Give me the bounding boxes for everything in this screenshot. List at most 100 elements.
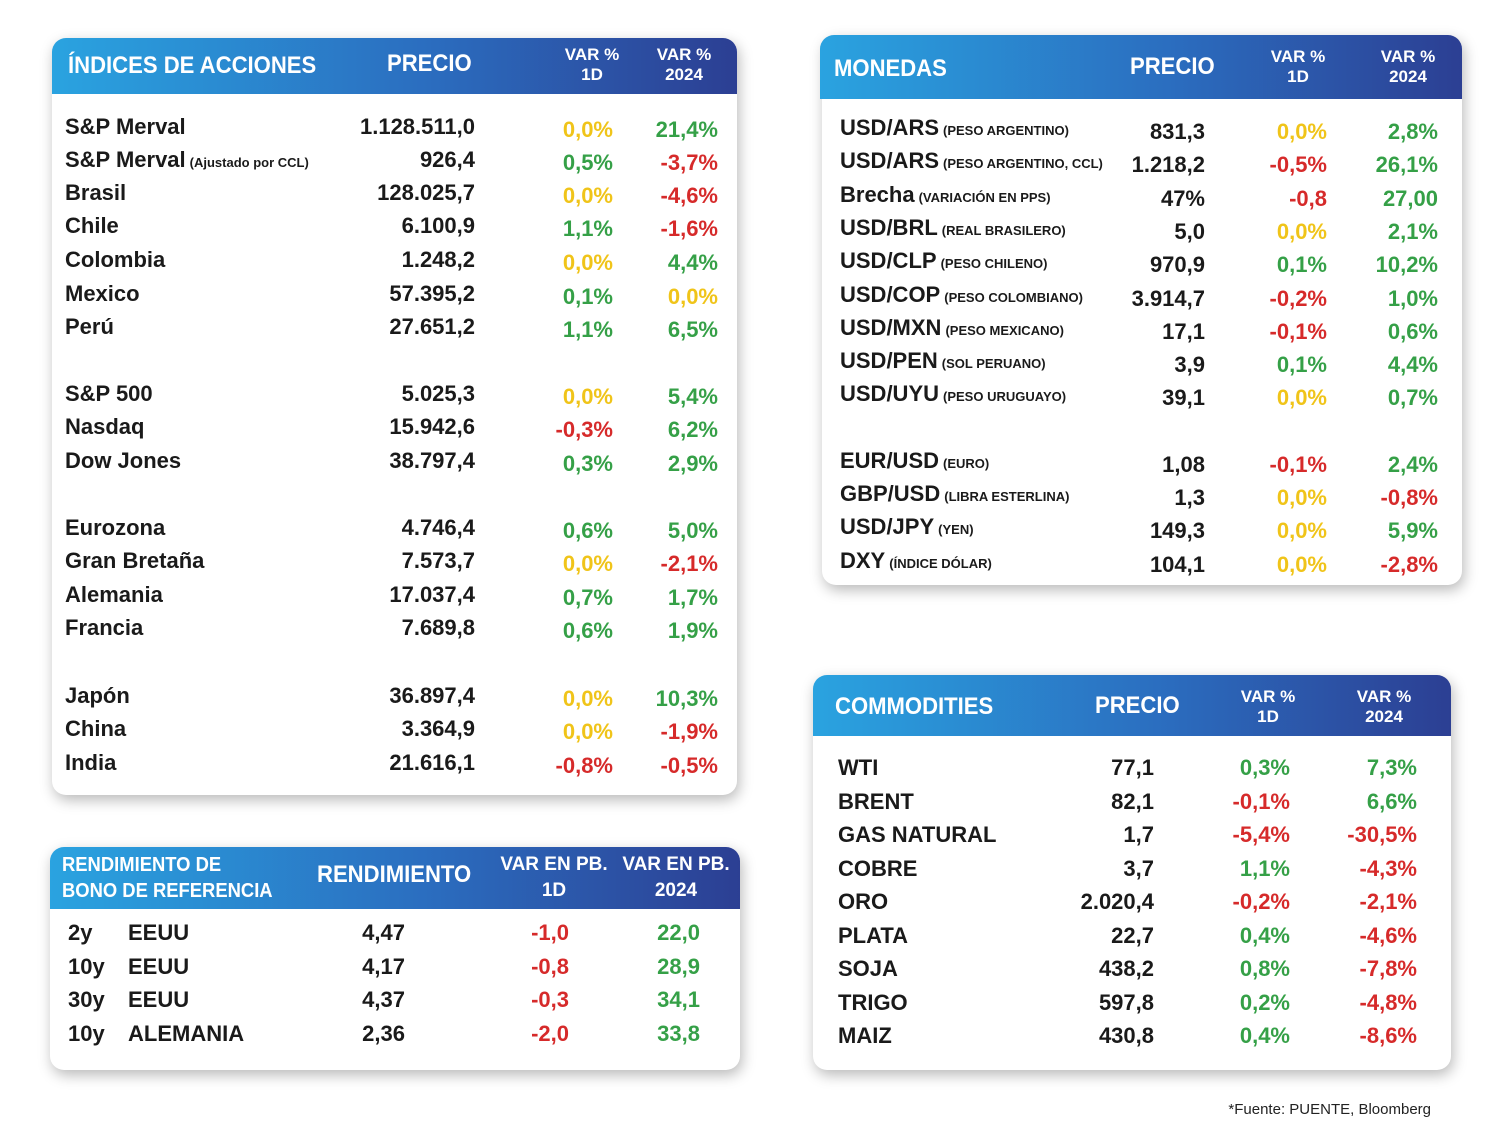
index-name-text: Perú <box>65 314 114 339</box>
moneda-price: 39,1 <box>1162 385 1205 410</box>
index-name: Perú <box>65 314 114 340</box>
index-name-text: Colombia <box>65 247 166 272</box>
commodity-price: 3,7 <box>1123 855 1154 881</box>
index-name: Mexico <box>65 281 140 307</box>
bono-country: EEUU <box>128 954 190 979</box>
monedas-header: MONEDAS PRECIO VAR % 1D VAR % 2024 <box>820 35 1462 99</box>
commodity-price: 77,1 <box>1111 755 1154 780</box>
commodity-var-1d: 0,4% <box>1239 922 1290 948</box>
commodity-var-2024: -2,1% <box>1359 889 1417 914</box>
index-var-1d: 1,1% <box>562 317 613 342</box>
bono-country: EEUU <box>128 987 190 1012</box>
index-var-2024: 0,0% <box>667 284 718 309</box>
moneda-desc: (ÍNDICE DÓLAR) <box>889 556 992 571</box>
indices-row: S&P 500 5.025,3 0,0% 5,4% <box>52 381 737 414</box>
index-name-text: India <box>65 750 117 775</box>
index-var-2024: 4,4% <box>667 250 718 275</box>
index-var-1d: 0,3% <box>562 451 613 476</box>
commodity-row: ORO 2.020,4 -0,2% -2,1% <box>813 889 1451 922</box>
moneda-desc: (PESO CHILENO) <box>940 256 1048 271</box>
index-name: India <box>65 750 116 776</box>
moneda-var-1d: 0,0% <box>1276 119 1327 144</box>
moneda-pair: Brecha <box>840 182 915 207</box>
bonos-header: RENDIMIENTO DE BONO DE REFERENCIA RENDIMI… <box>50 847 740 909</box>
index-var-1d: 0,0% <box>562 551 613 576</box>
moneda-name: USD/COP (PESO COLOMBIANO) <box>840 282 1083 308</box>
moneda-row: USD/ARS (PESO ARGENTINO) 831,3 0,0% 2,8% <box>822 115 1462 148</box>
moneda-pair: USD/UYU <box>840 381 940 406</box>
index-name-text: Chile <box>65 213 119 238</box>
commodity-var-1d: -0,2% <box>1232 889 1290 914</box>
index-price: 36.897,4 <box>389 683 475 708</box>
commodity-row: PLATA 22,7 0,4% -4,6% <box>813 923 1451 956</box>
moneda-pair: DXY <box>840 548 886 573</box>
commodity-name: MAIZ <box>838 1023 892 1048</box>
moneda-name: USD/ARS (PESO ARGENTINO, CCL) <box>840 148 1103 174</box>
index-price: 1.248,2 <box>401 247 475 272</box>
index-var-1d: -0,3% <box>555 417 613 442</box>
moneda-var-1d: 0,0% <box>1276 485 1327 510</box>
moneda-desc: (PESO MEXICANO) <box>945 323 1064 338</box>
moneda-desc: (EURO) <box>943 456 990 471</box>
index-var-2024: 2,9% <box>667 451 718 476</box>
moneda-price: 1.218,2 <box>1131 152 1205 177</box>
moneda-name: DXY (ÍNDICE DÓLAR) <box>840 548 992 574</box>
index-price: 15.942,6 <box>389 414 475 439</box>
moneda-var-1d: 0,1% <box>1276 352 1327 377</box>
index-name-text: Nasdaq <box>65 414 145 439</box>
moneda-name: USD/BRL (REAL BRASILERO) <box>840 215 1066 241</box>
indices-row: Perú 27.651,2 1,1% 6,5% <box>52 314 737 347</box>
bono-var-2024: 28,9 <box>657 954 700 979</box>
bono-term: 10y <box>68 1021 105 1046</box>
moneda-name: Brecha (VARIACIÓN EN PPS) <box>840 182 1051 208</box>
moneda-row: EUR/USD (EURO) 1,08 -0,1% 2,4% <box>822 448 1462 481</box>
index-name: S&P Merval <box>65 114 186 140</box>
commodity-var-1d: 1,1% <box>1239 855 1290 881</box>
index-price: 7.573,7 <box>401 548 475 573</box>
commodity-row: BRENT 82,1 -0,1% 6,6% <box>813 789 1451 822</box>
index-var-2024: 21,4% <box>655 117 718 142</box>
moneda-price: 831,3 <box>1149 119 1205 144</box>
indices-row: Francia 7.689,8 0,6% 1,9% <box>52 615 737 648</box>
indices-row: India 21.616,1 -0,8% -0,5% <box>52 750 737 783</box>
moneda-var-1d: -0,5% <box>1269 152 1327 177</box>
index-price: 21.616,1 <box>389 750 475 775</box>
bono-var-2024: 22,0 <box>657 920 700 945</box>
indices-row: Chile 6.100,9 1,1% -1,6% <box>52 213 737 246</box>
commodities-var1d-header: VAR % 1D <box>1240 687 1296 726</box>
commodities-var2024-header: VAR % 2024 <box>1356 687 1412 726</box>
index-name: Nasdaq <box>65 414 144 440</box>
bonos-title: RENDIMIENTO DE BONO DE REFERENCIA <box>62 854 273 902</box>
index-name: Alemania <box>65 582 163 608</box>
index-var-1d: 0,6% <box>562 518 613 543</box>
commodity-var-2024: -4,8% <box>1359 989 1417 1015</box>
commodities-price-header: PRECIO <box>1095 692 1180 719</box>
index-name: Francia <box>65 615 143 641</box>
moneda-var-2024: 4,4% <box>1387 352 1438 377</box>
bono-row: 2y EEUU 4,47 -1,0 22,0 <box>50 920 740 953</box>
index-name: Gran Bretaña <box>65 548 204 574</box>
bonos-card: RENDIMIENTO DE BONO DE REFERENCIA RENDIMI… <box>50 847 740 1070</box>
moneda-name: USD/JPY (YEN) <box>840 514 974 540</box>
indices-row: Brasil 128.025,7 0,0% -4,6% <box>52 180 737 213</box>
commodity-price: 22,7 <box>1111 922 1154 948</box>
moneda-row: USD/UYU (PESO URUGUAYO) 39,1 0,0% 0,7% <box>822 381 1462 414</box>
indices-row: Mexico 57.395,2 0,1% 0,0% <box>52 281 737 314</box>
bono-row: 30y EEUU 4,37 -0,3 34,1 <box>50 987 740 1020</box>
moneda-price: 970,9 <box>1149 252 1205 277</box>
index-price: 3.364,9 <box>401 716 475 741</box>
index-name-text: Eurozona <box>65 515 166 540</box>
commodity-price: 2.020,4 <box>1080 889 1154 914</box>
moneda-price: 3,9 <box>1174 352 1205 377</box>
moneda-var-2024: 2,4% <box>1387 452 1438 477</box>
index-var-2024: -4,6% <box>660 183 718 208</box>
indices-row: Dow Jones 38.797,4 0,3% 2,9% <box>52 448 737 481</box>
index-var-1d: 0,0% <box>562 384 613 409</box>
bono-term: 2y <box>68 920 93 945</box>
moneda-desc: (YEN) <box>938 522 974 537</box>
index-var-2024: -3,7% <box>660 150 718 175</box>
commodity-name: PLATA <box>838 922 909 948</box>
moneda-price: 149,3 <box>1149 518 1205 543</box>
moneda-desc: (SOL PERUANO) <box>941 356 1046 371</box>
monedas-var2024-header: VAR % 2024 <box>1380 47 1436 86</box>
